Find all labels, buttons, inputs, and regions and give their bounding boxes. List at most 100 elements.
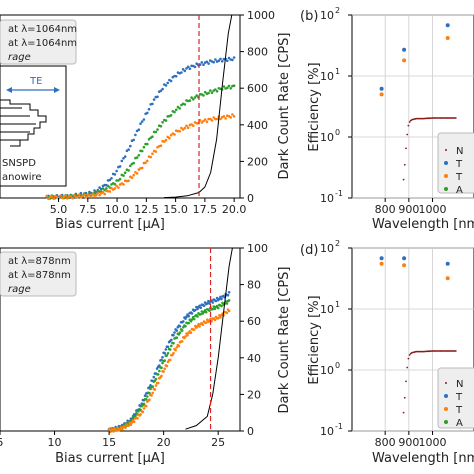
efficiency-point xyxy=(50,195,54,198)
y-tick-label-right: 20 xyxy=(247,388,261,401)
x-tick-label: 10.0 xyxy=(105,203,130,216)
panel-a-legend-item-1: at λ=1064nm xyxy=(8,24,77,35)
efficiency-point xyxy=(207,62,210,65)
panel-a-inset-detector-label: SNSPD xyxy=(2,158,36,169)
efficiency-point xyxy=(232,84,236,87)
efficiency-point xyxy=(140,166,144,170)
efficiency-point xyxy=(173,133,176,136)
efficiency-point xyxy=(168,136,171,140)
efficiency-point xyxy=(214,299,218,303)
efficiency-point xyxy=(227,309,231,313)
efficiency-point xyxy=(186,334,189,337)
efficiency-point xyxy=(132,138,135,142)
y-tick-label-right: 600 xyxy=(247,82,268,95)
efficiency-point xyxy=(47,197,50,201)
simulation-point xyxy=(454,350,457,352)
efficiency-point xyxy=(202,63,205,66)
efficiency-point xyxy=(184,325,187,328)
efficiency-point xyxy=(203,309,207,312)
efficiency-point xyxy=(175,329,178,332)
y-tick-exponent: 0 xyxy=(335,128,340,137)
efficiency-point xyxy=(135,172,139,175)
x-tick-label: 1000 xyxy=(419,203,447,216)
efficiency-point xyxy=(161,361,164,365)
efficiency-point xyxy=(215,304,219,308)
efficiency-point xyxy=(203,118,207,121)
efficiency-point xyxy=(158,369,161,373)
efficiency-point xyxy=(140,120,144,123)
efficiency-point xyxy=(192,328,196,331)
efficiency-point xyxy=(108,178,112,182)
efficiency-point xyxy=(198,304,201,308)
efficiency-point xyxy=(72,194,76,197)
efficiency-point xyxy=(195,62,198,65)
efficiency-point xyxy=(231,58,234,62)
x-tick-label: 15 xyxy=(102,436,116,449)
efficiency-point xyxy=(137,154,141,157)
efficiency-point xyxy=(164,138,168,142)
efficiency-point xyxy=(178,130,181,133)
efficiency-point xyxy=(169,114,173,117)
efficiency-point xyxy=(217,59,221,62)
efficiency-point xyxy=(127,169,130,172)
efficiency-point xyxy=(118,428,122,431)
efficiency-point xyxy=(141,410,145,414)
efficiency-point xyxy=(89,195,93,198)
y-tick-label-right: 200 xyxy=(247,155,268,168)
simulation-point xyxy=(402,178,405,181)
efficiency-point xyxy=(185,124,188,128)
y-tick-label: 10 xyxy=(320,131,334,144)
y-tick-exponent: 2 xyxy=(335,239,340,248)
orange-measurement-point xyxy=(445,276,450,281)
efficiency-point xyxy=(190,312,194,315)
efficiency-point xyxy=(122,183,125,186)
efficiency-point xyxy=(201,323,205,327)
efficiency-point xyxy=(185,315,188,319)
efficiency-point xyxy=(215,296,219,300)
x-tick-label: 800 xyxy=(375,436,396,449)
efficiency-point xyxy=(187,314,190,318)
efficiency-point xyxy=(196,315,199,318)
panel-a-inset-box xyxy=(0,65,67,187)
efficiency-point xyxy=(174,108,178,112)
legend-marker xyxy=(445,382,447,384)
efficiency-point xyxy=(148,398,151,402)
panel-c: 5 10 15 20 25 0 20 40 60 80 100 Bias current [μA]… xyxy=(0,242,292,466)
efficiency-point xyxy=(227,291,231,294)
efficiency-point xyxy=(205,60,209,64)
efficiency-point xyxy=(202,304,206,308)
efficiency-point xyxy=(227,84,231,88)
efficiency-point xyxy=(178,325,182,328)
efficiency-point xyxy=(212,60,215,64)
efficiency-point xyxy=(163,351,166,355)
panel-a-inset-arrowhead-left xyxy=(6,87,12,93)
simulation-point xyxy=(403,396,406,399)
efficiency-point xyxy=(200,121,204,124)
efficiency-point xyxy=(183,126,187,130)
y-tick-label: 10 xyxy=(320,364,334,377)
efficiency-point xyxy=(156,95,159,99)
efficiency-point xyxy=(115,184,118,188)
panel-a-ylabel-right: Dark Count Rate [CPS] xyxy=(277,33,292,180)
efficiency-point xyxy=(218,314,221,317)
efficiency-point xyxy=(220,60,224,63)
efficiency-point xyxy=(83,193,86,197)
x-tick-label: 20 xyxy=(157,436,171,449)
efficiency-point xyxy=(196,325,199,328)
blue-measurement-point xyxy=(445,261,450,266)
efficiency-point xyxy=(115,429,118,432)
legend-label: T xyxy=(455,172,463,183)
efficiency-point xyxy=(219,295,222,299)
efficiency-point xyxy=(204,310,208,314)
efficiency-point xyxy=(115,169,118,173)
efficiency-point xyxy=(143,394,147,398)
efficiency-point xyxy=(163,367,166,371)
efficiency-point xyxy=(187,321,190,325)
simulation-point xyxy=(454,117,457,119)
y-tick-label: 10 xyxy=(320,192,334,205)
efficiency-point xyxy=(144,161,147,165)
efficiency-point xyxy=(101,190,105,194)
efficiency-point xyxy=(101,187,105,190)
